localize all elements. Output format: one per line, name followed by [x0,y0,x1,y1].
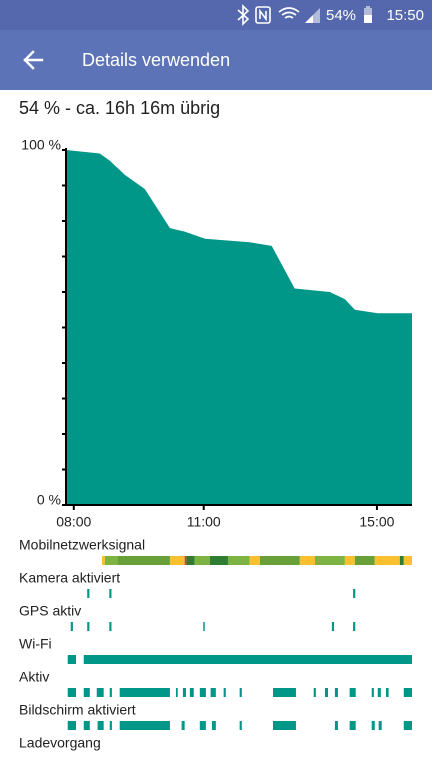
usage-segment [119,721,170,730]
usage-segment [182,688,186,697]
toolbar-title: Details verwenden [82,50,230,70]
row-label: Kamera aktiviert [19,570,120,586]
usage-segment [377,688,381,697]
usage-segment [386,688,389,697]
usage-segment [378,721,382,730]
usage-segment [67,721,76,730]
nfc-mark [259,8,267,22]
signal-level [305,15,313,23]
usage-segment [109,622,112,631]
usage-segment [175,688,178,697]
usage-segment [349,688,356,697]
row-label: Bildschirm aktiviert [19,702,136,718]
usage-segment [249,556,261,565]
usage-segment [374,556,400,565]
row-label: Mobilnetzwerksignal [19,537,145,553]
usage-segment [189,688,194,697]
usage-segment [272,688,296,697]
usage-segment [67,655,76,664]
back-arrow[interactable] [23,50,44,70]
usage-segment [299,556,315,565]
usage-segment [344,556,355,565]
usage-segment [403,688,412,697]
usage-segment [211,721,216,730]
usage-segment [104,556,118,565]
usage-segment [314,556,345,565]
usage-segment [101,556,105,565]
usage-segment [371,688,374,697]
usage-segment [109,589,112,598]
usage-segment [83,688,90,697]
usage-segment [119,688,170,697]
battery-chart: 0 % 100 % 08:00 11:00 15:00 [21,137,412,530]
usage-segment [399,556,404,565]
clock: 15:50 [386,7,424,24]
battery-percent: 54% [326,7,356,24]
usage-segment [210,688,216,697]
y-tick-label: 0 % [37,492,61,508]
usage-segment [403,721,412,730]
usage-segment [403,556,412,565]
usage-segment [109,721,112,730]
usage-segment [353,589,356,598]
usage-segment [199,688,206,697]
usage-segment [96,688,104,697]
usage-segment [83,721,90,730]
row-label: GPS aktiv [19,603,81,619]
usage-segment [349,721,356,730]
usage-segment [117,556,170,565]
usage-segment [239,688,242,697]
usage-timeline: Mobilnetzwerksignal Kamera aktiviert GPS a… [19,537,412,751]
usage-segment [203,622,205,631]
row-label: Wi-Fi [19,636,52,652]
back-button[interactable] [14,42,54,78]
status-icons [237,4,300,26]
battery-level [364,15,372,23]
usage-segment [70,622,73,631]
usage-segment [169,556,185,565]
status-bar [0,0,432,30]
usage-segment [313,688,316,697]
usage-segment [186,556,195,565]
x-tick-label: 15:00 [359,514,394,530]
usage-segment [223,688,226,697]
toolbar [0,30,432,90]
usage-segment [354,556,375,565]
y-tick-label: 100 % [21,137,61,153]
usage-segment [334,688,338,697]
wifi-icon [278,7,300,19]
usage-segment [87,589,90,598]
usage-segment [184,556,187,565]
usage-segment [181,721,185,730]
usage-segment [353,622,356,631]
usage-segment [194,556,210,565]
usage-segment [67,688,76,697]
usage-segment [199,721,206,730]
battery-cap [366,6,370,8]
usage-segment [97,721,104,730]
usage-segment [272,721,296,730]
usage-segment [87,622,90,631]
usage-segment [239,721,242,730]
row-label: Ladevorgang [19,735,101,751]
battery-area [66,150,412,505]
x-tick-label: 08:00 [56,514,91,530]
usage-segment [371,721,375,730]
usage-segment [227,556,250,565]
usage-segment [260,556,300,565]
usage-segment [324,688,328,697]
usage-segment [334,721,338,730]
usage-segment [83,655,412,664]
usage-segment [209,556,228,565]
battery-summary: 54 % - ca. 16h 16m übrig [19,98,220,118]
usage-segment [331,622,335,631]
nfc-icon [255,6,271,24]
bluetooth-icon [237,4,250,26]
row-label: Aktiv [19,669,49,685]
x-tick-label: 11:00 [187,514,221,530]
usage-segment [109,688,112,697]
